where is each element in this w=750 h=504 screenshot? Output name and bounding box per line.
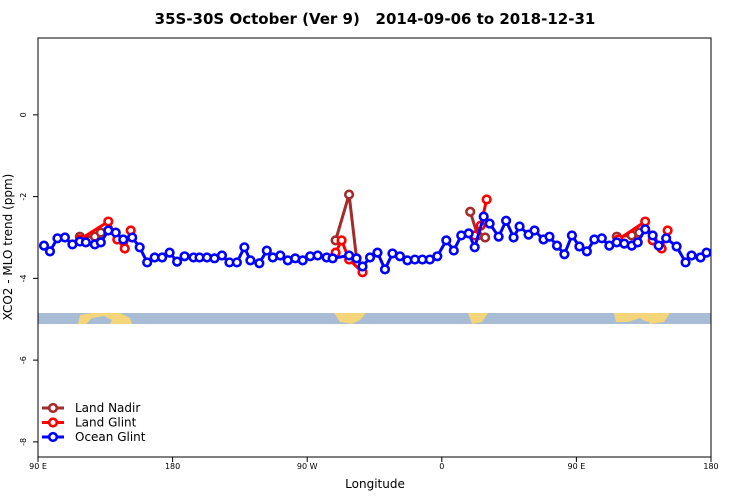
point xyxy=(680,257,691,268)
point xyxy=(261,245,272,256)
point xyxy=(484,218,495,229)
point xyxy=(529,225,540,236)
point xyxy=(245,255,256,266)
point xyxy=(432,251,443,262)
point xyxy=(119,243,130,254)
legend-marker xyxy=(47,417,59,428)
point xyxy=(463,228,474,239)
point xyxy=(566,230,578,241)
point xyxy=(559,249,570,260)
point xyxy=(164,247,175,258)
point xyxy=(581,246,592,257)
point xyxy=(394,251,406,262)
point xyxy=(343,189,355,200)
point xyxy=(551,240,563,251)
x-tick-label: 90 W xyxy=(297,462,318,471)
x-tick-label: 180 xyxy=(165,462,180,471)
point xyxy=(336,235,347,246)
point xyxy=(95,237,106,248)
y-axis-label: XCO2 - MLO trend (ppm) xyxy=(1,174,15,321)
point xyxy=(157,252,168,263)
point xyxy=(653,240,664,251)
point xyxy=(351,253,362,264)
point xyxy=(544,231,555,242)
point xyxy=(38,240,50,251)
legend-label: Ocean Glint xyxy=(75,430,146,444)
x-tick-label: 90 E xyxy=(568,462,586,471)
point xyxy=(127,232,138,243)
point xyxy=(647,230,658,241)
y-tick-label: -4 xyxy=(19,274,28,282)
point xyxy=(372,247,383,258)
y-tick-label: -8 xyxy=(19,438,28,446)
y-tick-label: -2 xyxy=(19,193,28,201)
point xyxy=(701,247,712,258)
point xyxy=(448,245,459,256)
point xyxy=(103,216,114,227)
point xyxy=(493,231,504,242)
point xyxy=(327,253,338,264)
point xyxy=(379,264,391,275)
point xyxy=(59,232,71,243)
point xyxy=(469,242,480,253)
legend-marker xyxy=(47,431,59,443)
y-tick-label: -6 xyxy=(19,356,28,364)
point xyxy=(239,242,250,253)
point xyxy=(275,250,286,261)
point xyxy=(632,237,643,248)
point xyxy=(364,252,376,263)
chart-title: 35S-30S October (Ver 9) 2014-09-06 to 20… xyxy=(155,10,596,28)
point xyxy=(596,233,607,244)
x-tick-label: 180 xyxy=(703,462,718,471)
series-line xyxy=(79,199,670,274)
point xyxy=(118,234,129,245)
point xyxy=(640,216,651,227)
point xyxy=(514,221,525,232)
plot-frame xyxy=(37,37,712,458)
point xyxy=(179,251,190,262)
legend-label: Land Nadir xyxy=(75,401,140,415)
point xyxy=(661,233,672,244)
point xyxy=(231,257,243,268)
point xyxy=(80,237,91,248)
point xyxy=(110,227,121,238)
point xyxy=(478,211,489,222)
point xyxy=(671,241,682,252)
point xyxy=(686,250,697,261)
point xyxy=(134,242,145,253)
point xyxy=(574,241,585,252)
point xyxy=(216,250,228,261)
x-axis-label: Longitude xyxy=(345,477,405,491)
point xyxy=(508,232,519,243)
point xyxy=(465,206,476,217)
point xyxy=(441,235,452,246)
map-strip xyxy=(38,313,711,324)
point xyxy=(171,256,183,267)
point xyxy=(480,232,491,243)
point xyxy=(44,246,56,257)
point xyxy=(312,250,323,261)
legend-marker xyxy=(47,402,59,414)
y-tick-label: 0 xyxy=(19,112,28,117)
point xyxy=(357,261,368,272)
point xyxy=(481,194,492,205)
ocean-strip xyxy=(38,313,711,324)
point xyxy=(501,215,512,226)
point xyxy=(254,258,265,269)
x-tick-label: 90 E xyxy=(29,462,47,471)
legend-label: Land Glint xyxy=(75,416,137,430)
point xyxy=(640,224,651,235)
x-tick-label: 0 xyxy=(439,462,444,471)
point xyxy=(142,257,153,268)
point xyxy=(297,255,308,266)
point xyxy=(662,225,673,236)
